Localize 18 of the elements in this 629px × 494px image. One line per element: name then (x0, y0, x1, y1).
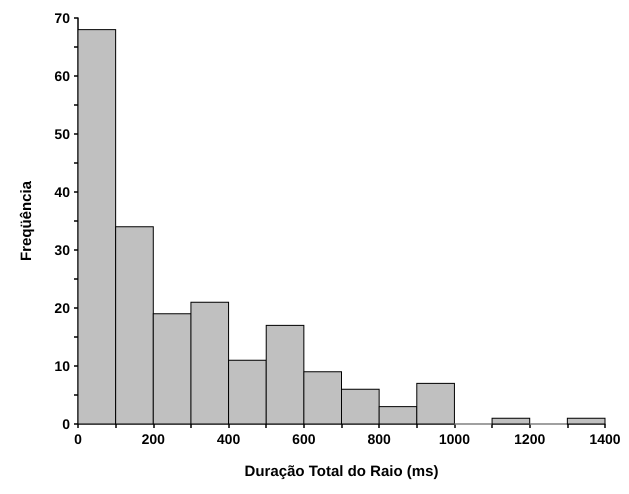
y-tick-label: 30 (54, 242, 70, 258)
x-tick-label: 1400 (589, 431, 621, 447)
y-tick-label: 10 (54, 358, 70, 374)
y-tick-label: 20 (54, 300, 70, 316)
y-tick-label: 50 (54, 126, 70, 142)
x-axis-title: Duração Total do Raio (ms) (244, 463, 438, 480)
x-tick-label: 400 (216, 431, 240, 447)
y-tick-label: 40 (54, 184, 70, 200)
y-axis-title: Freqüência (18, 180, 35, 262)
y-tick-label: 60 (54, 68, 70, 84)
x-tick-label: 1200 (514, 431, 546, 447)
x-tick-label: 1000 (438, 431, 470, 447)
y-tick-label: 70 (54, 10, 70, 26)
x-tick-label: 0 (74, 431, 82, 447)
x-tick-label: 600 (292, 431, 316, 447)
x-tick-label: 800 (367, 431, 392, 447)
y-tick-label: 0 (62, 416, 70, 432)
x-tick-label: 200 (142, 431, 166, 447)
